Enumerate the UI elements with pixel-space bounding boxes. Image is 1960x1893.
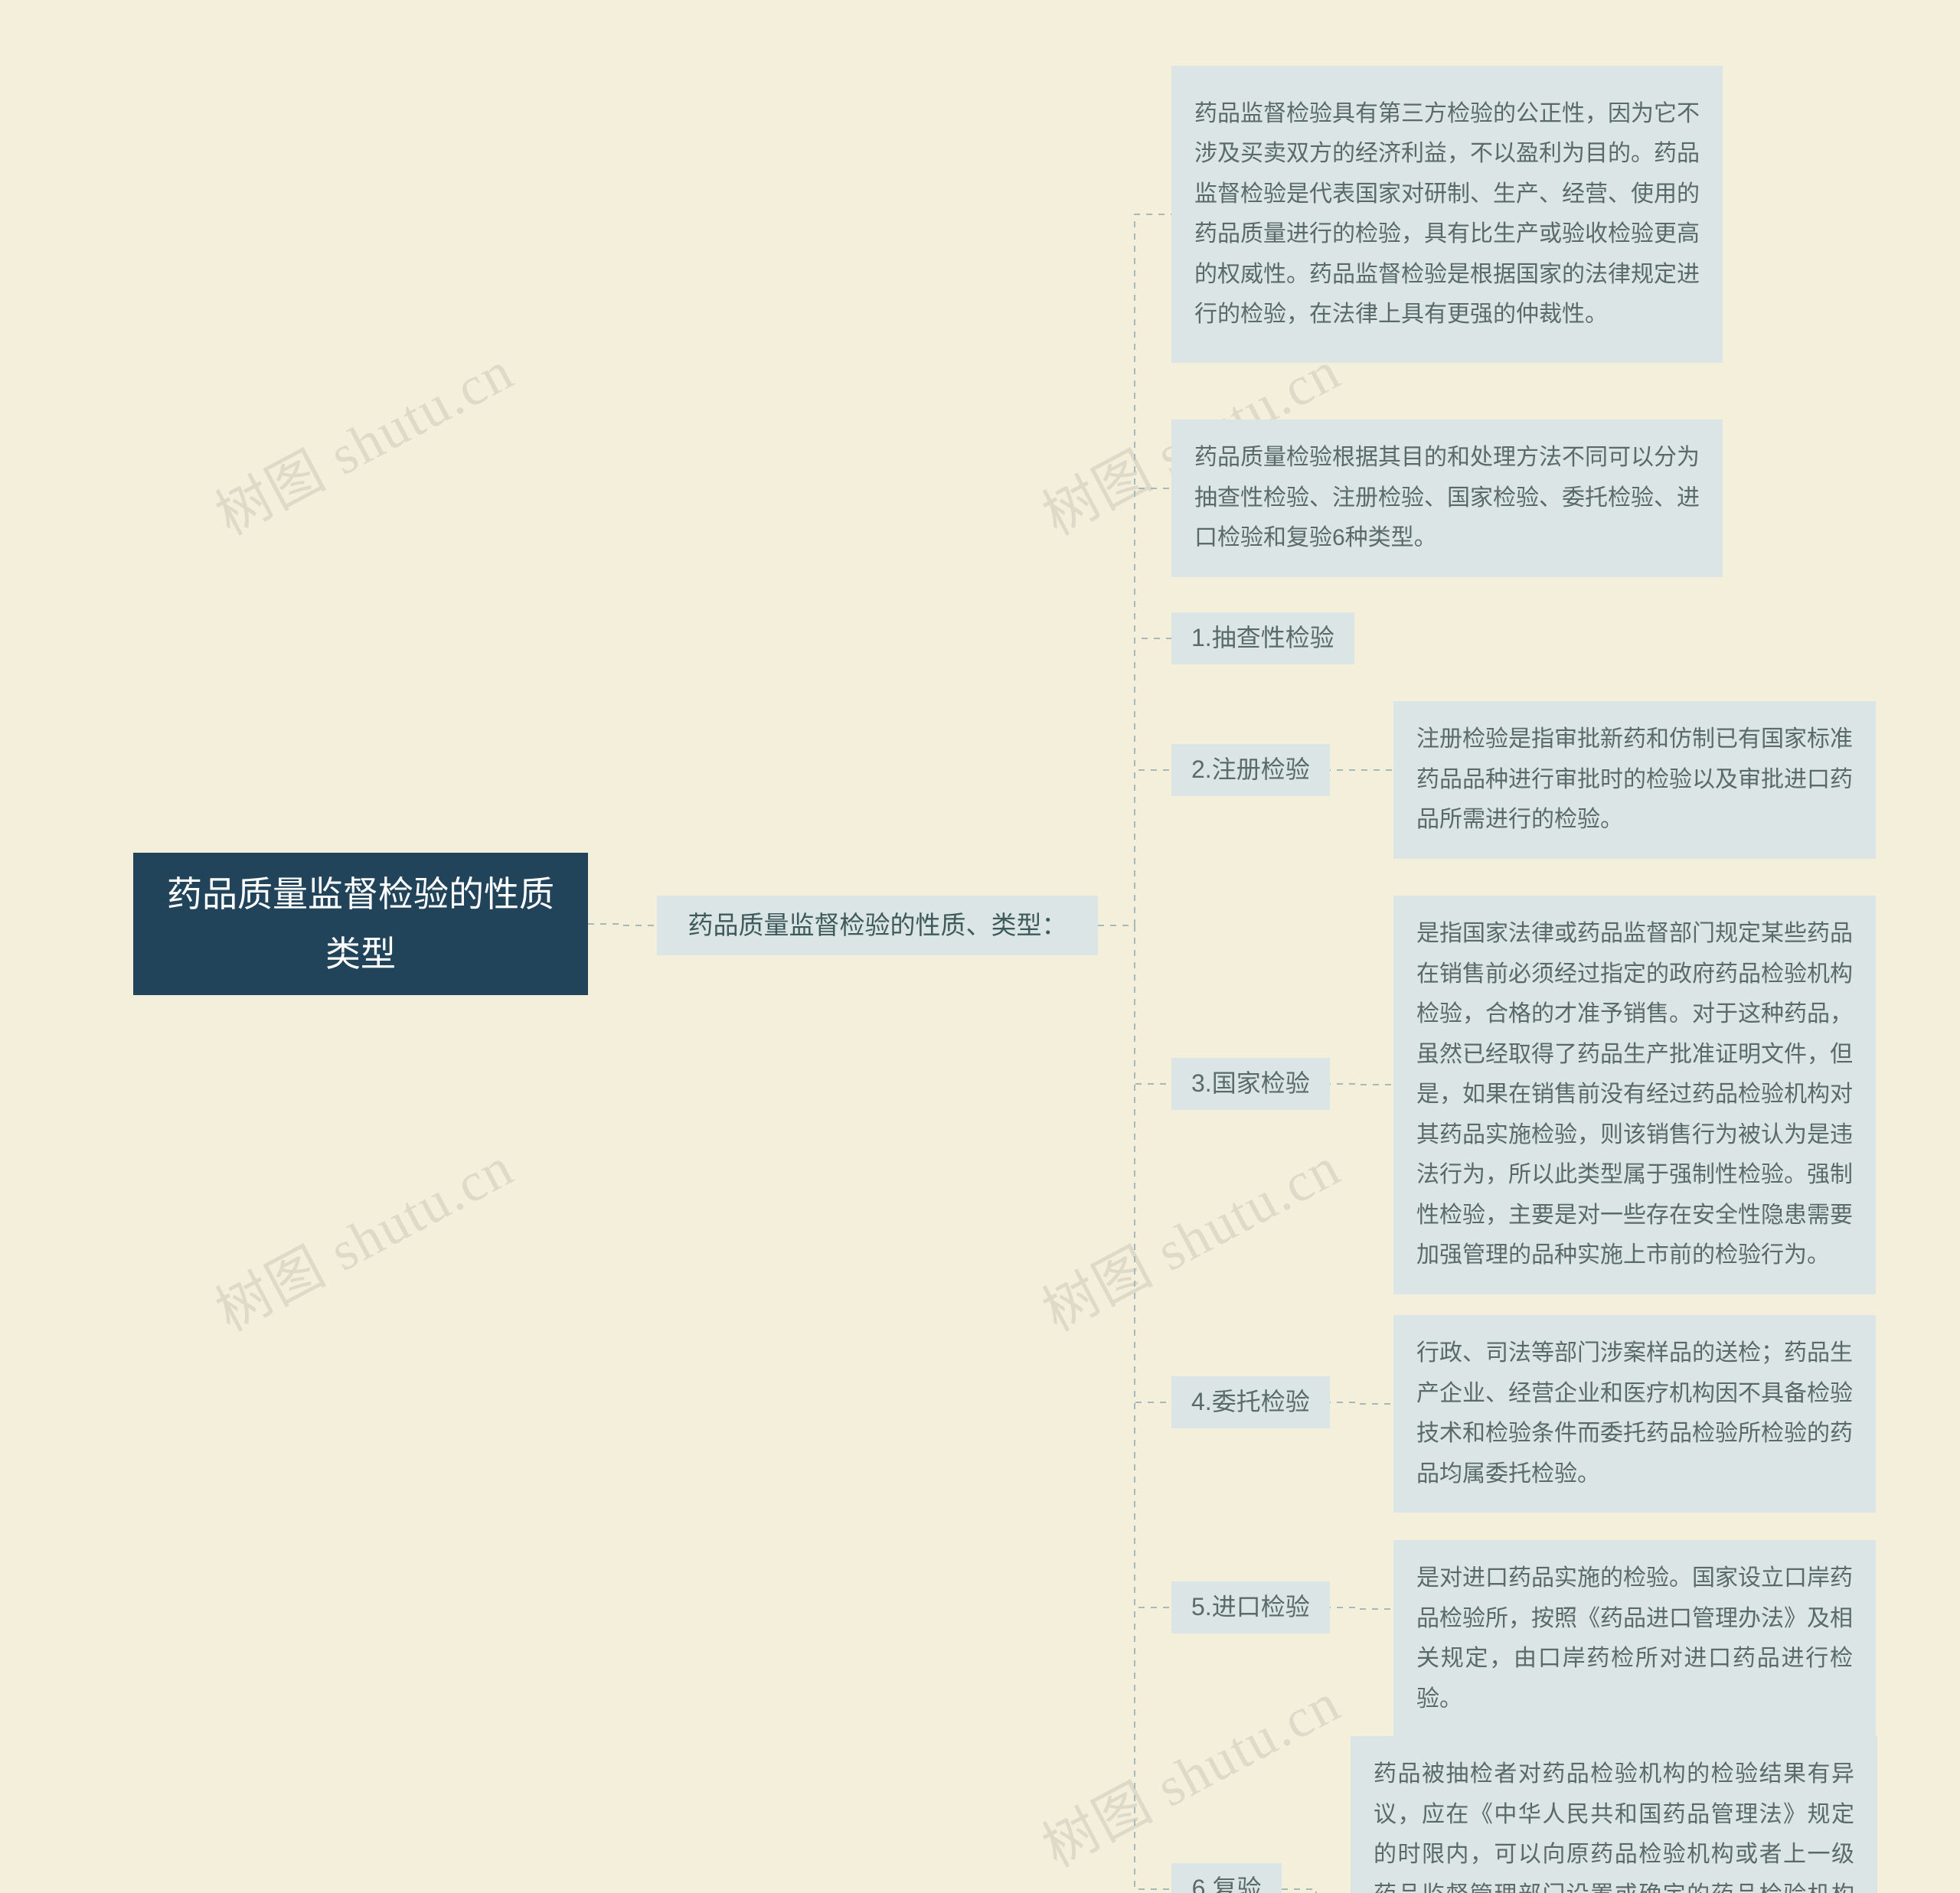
leaf-desc-item-4: 行政、司法等部门涉案样品的送检；药品生产企业、经营企业和医疗机构因不具备检验技术…: [1393, 1315, 1876, 1513]
leaf-desc-item-6: 药品被抽检者对药品检验机构的检验结果有异议，应在《中华人民共和国药品管理法》规定…: [1351, 1736, 1877, 1893]
leaf-label-item-4[interactable]: 4.委托检验: [1171, 1376, 1330, 1428]
watermark: 树图 shutu.cn: [1026, 1122, 1351, 1346]
leaf-desc-desc-fairness: 药品监督检验具有第三方检验的公正性，因为它不涉及买卖双方的经济利益，不以盈利为目…: [1171, 66, 1723, 363]
connector-line: [1325, 1402, 1393, 1404]
leaf-desc-desc-six-types: 药品质量检验根据其目的和处理方法不同可以分为抽查性检验、注册检验、国家检验、委托…: [1171, 419, 1723, 577]
leaf-desc-item-5: 是对进口药品实施的检验。国家设立口岸药品检验所，按照《药品进口管理办法》及相关规…: [1393, 1540, 1876, 1738]
leaf-desc-item-3: 是指国家法律或药品监督部门规定某些药品在销售前必须经过指定的政府药品检验机构检验…: [1393, 896, 1876, 1294]
mindmap-canvas: 树图 shutu.cn 树图 shutu.cn 树图 shutu.cn 树图 shut…: [0, 0, 1960, 1893]
connector-line: [1325, 1084, 1393, 1085]
connector-line: [588, 924, 657, 925]
leaf-label-item-1[interactable]: 1.抽查性检验: [1171, 612, 1354, 664]
leaf-label-item-6[interactable]: 6.复验: [1171, 1863, 1282, 1893]
root-node[interactable]: 药品质量监督检验的性质类型: [133, 853, 588, 995]
leaf-label-item-3[interactable]: 3.国家检验: [1171, 1058, 1330, 1110]
watermark: 树图 shutu.cn: [1026, 1658, 1351, 1882]
connector-line: [1098, 925, 1171, 1889]
connector-line: [1098, 925, 1171, 1084]
connector-line: [1098, 214, 1171, 925]
connector-line: [1098, 770, 1171, 925]
leaf-label-item-5[interactable]: 5.进口检验: [1171, 1581, 1330, 1634]
branch-node[interactable]: 药品质量监督检验的性质、类型：: [657, 896, 1098, 955]
connector-line: [1325, 1607, 1393, 1609]
connector-line: [1098, 638, 1171, 925]
leaf-desc-item-2: 注册检验是指审批新药和仿制已有国家标准药品品种进行审批时的检验以及审批进口药品所…: [1393, 701, 1876, 859]
connector-line: [1098, 925, 1171, 1402]
leaf-label-item-2[interactable]: 2.注册检验: [1171, 744, 1330, 796]
watermark: 树图 shutu.cn: [199, 326, 524, 550]
connector-line: [1098, 925, 1171, 1607]
connector-line: [1282, 1889, 1351, 1893]
watermark: 树图 shutu.cn: [199, 1122, 524, 1346]
connector-line: [1098, 488, 1171, 925]
